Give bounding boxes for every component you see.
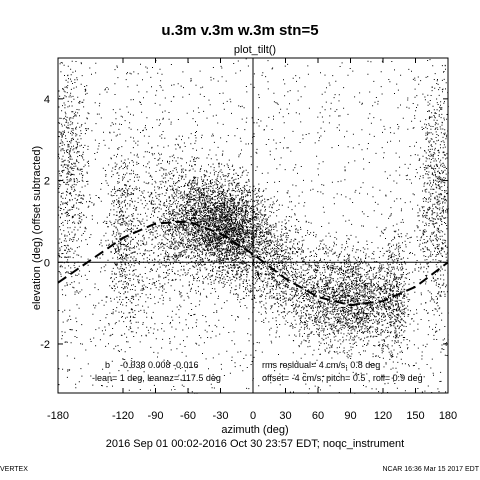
annotation-b-values: -0.038 0.008 -0.016 [120, 360, 199, 370]
x-tick-label: -180 [47, 410, 69, 422]
scatter-points [58, 58, 449, 394]
x-tick-label: 150 [406, 410, 424, 422]
x-tick-label: 60 [312, 410, 324, 422]
fit-curve-line [57, 220, 449, 307]
y-tick-label: 2 [44, 176, 50, 188]
annotation-b-label: b [105, 360, 111, 370]
annotation-lean: -lean= 1 deg, leanaz= 117.5 deg [92, 373, 221, 383]
x-tick-label: -120 [112, 410, 134, 422]
y-axis-label: elevation (deg) (offset subtracted) [31, 145, 43, 311]
chart-subtitle: plot_tilt() [233, 44, 277, 56]
y-tick-label: -2 [40, 339, 50, 351]
x-tick-label: 90 [344, 410, 356, 422]
x-tick-label: -60 [180, 410, 196, 422]
axes: -180 -120 -90 -60 -30 0 30 60 90 120 150 180 -2 0 2 4 [40, 58, 457, 422]
scatter-point-group [223, 184, 411, 374]
x-tick-label: 180 [439, 410, 457, 422]
x-tick-label: 30 [279, 410, 291, 422]
y-tick-label: 4 [44, 94, 50, 106]
y-tick-label: 0 [44, 257, 50, 269]
x-axis-label: azimuth (deg) [221, 424, 289, 436]
x-tick-label: -30 [213, 410, 229, 422]
chart-title: u.3m v.3m w.3m stn=5 [161, 22, 319, 39]
annotation-rms: rms residual= 4 cm/s, 0.8 deg [262, 360, 381, 370]
x-tick-label: 120 [374, 410, 392, 422]
footer-right: NCAR 16:36 Mar 15 2017 EDT [382, 466, 480, 473]
footer-left: VERTEX [0, 466, 28, 473]
reference-lines [58, 58, 448, 393]
annotation-offset: offset= -4 cm/s; pitch= 0.5 , roll= 0.9 … [262, 373, 423, 383]
fit-curve [57, 220, 449, 307]
scatter-point-group [142, 140, 299, 318]
date-range: 2016 Sep 01 00:02-2016 Oct 30 23:57 EDT;… [105, 438, 405, 450]
x-tick-label: -90 [148, 410, 164, 422]
x-tick-label: 0 [250, 410, 256, 422]
